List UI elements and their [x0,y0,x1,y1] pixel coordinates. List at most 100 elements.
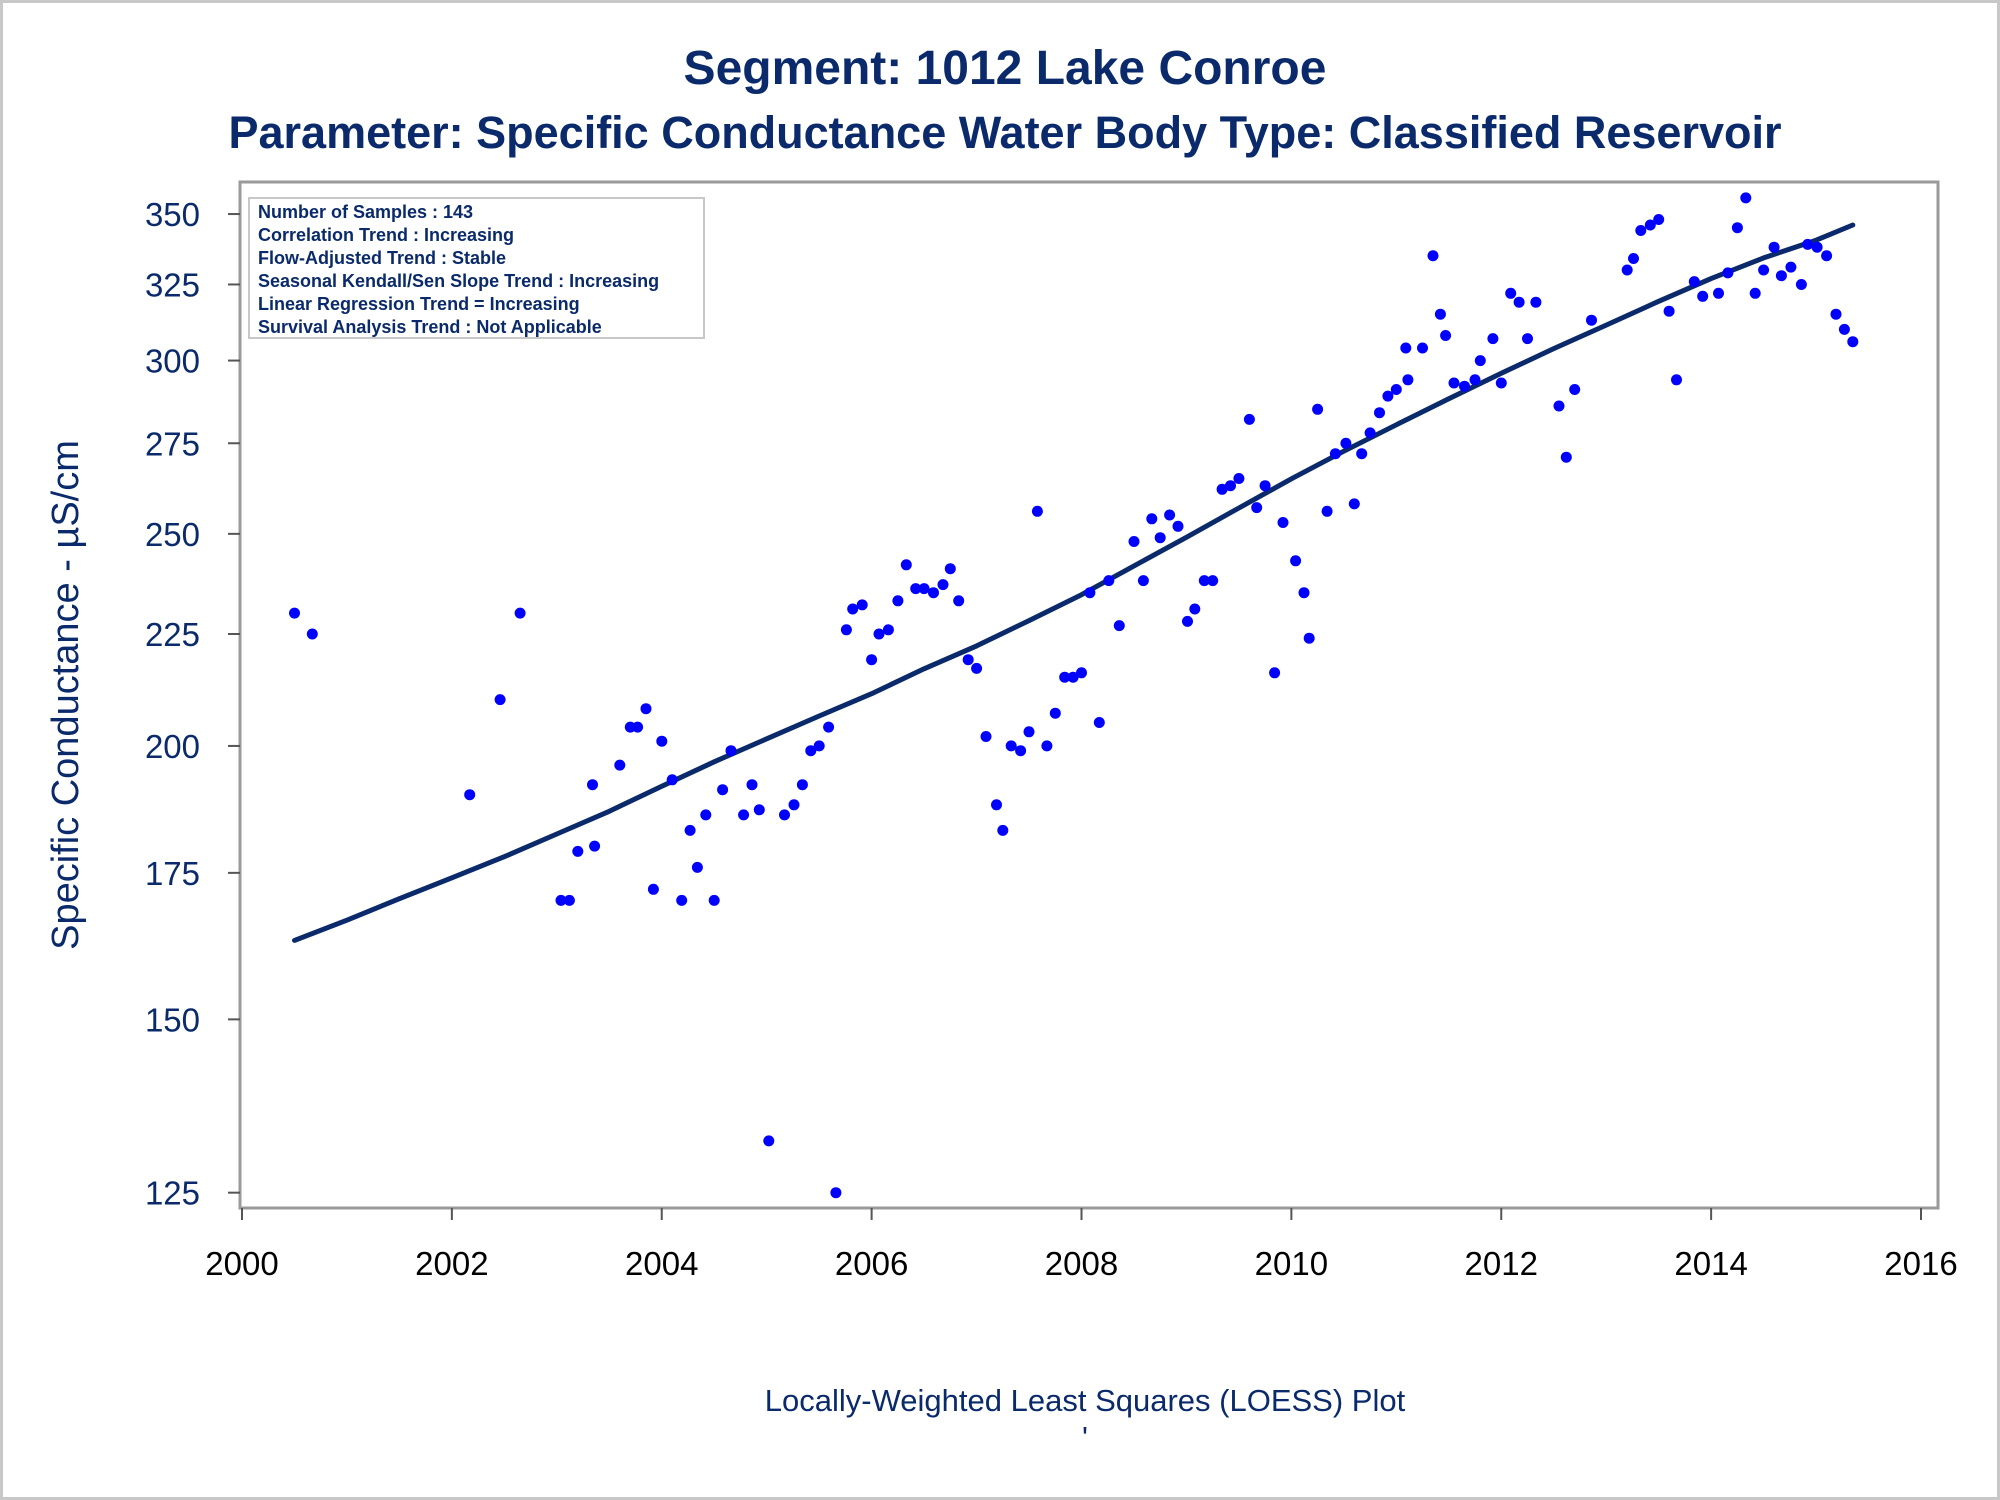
data-point [1838,323,1850,335]
x-tick-label: 2014 [1674,1245,1747,1282]
data-point [717,784,729,796]
data-point [1303,632,1315,644]
data-point [918,583,930,595]
data-point [753,804,765,816]
stats-line: Seasonal Kendall/Sen Slope Trend : Incre… [258,271,659,291]
data-point [1216,483,1228,495]
data-point [1084,587,1096,599]
data-point [1251,502,1263,514]
data-point [1560,451,1572,463]
data-point [1671,374,1682,386]
data-point [1207,575,1219,587]
y-tick-label: 250 [145,516,200,553]
x-tick-label: 2012 [1465,1245,1538,1282]
data-point [1553,400,1565,412]
data-point [1049,707,1061,719]
data-point [1758,264,1770,276]
data-point [944,563,956,575]
data-point [1722,267,1734,279]
data-point [1505,287,1517,299]
data-point [1740,192,1752,204]
data-point [823,721,835,733]
data-point [1830,308,1842,320]
data-point [1775,270,1787,282]
data-point [1448,377,1460,389]
plot-area [238,180,1940,1210]
data-point [1469,374,1481,386]
data-point [962,654,974,666]
data-point [997,824,1009,836]
data-point [1015,745,1027,757]
data-point [1290,555,1302,567]
data-point [830,1187,842,1199]
data-point [708,894,720,906]
data-point [1522,333,1533,345]
data-point [1312,403,1324,415]
data-point [1434,308,1446,320]
data-point [1189,603,1201,615]
data-point [1644,219,1656,231]
chart-title: Segment: 1012 Lake Conroe [684,42,1327,95]
data-point [953,595,965,607]
loess-series [292,222,1856,943]
y-tick-label: 175 [145,855,200,892]
chart-footer-mark: ' [1082,1420,1088,1455]
data-point [1768,241,1780,253]
data-point [614,759,626,771]
data-point [910,583,922,595]
data-point [1023,726,1035,738]
data-point [1182,615,1193,627]
data-point [647,883,659,895]
data-point [464,789,476,801]
data-point [1400,342,1412,354]
data-point [1225,480,1236,492]
y-tick-label: 200 [145,728,200,765]
chart-subtitle: Parameter: Specific Conductance Water Bo… [229,107,1782,158]
data-point [1474,355,1486,367]
x-tick-label: 2010 [1255,1245,1328,1282]
data-point [1530,296,1542,308]
y-tick-label: 350 [145,196,200,233]
y-axis: 125 150 175 200 225 250 275 300 325 350 [145,196,240,1212]
stats-line: Survival Analysis Trend : Not Applicable [258,317,602,337]
data-point [1277,517,1289,528]
stats-box: Number of Samples : 143 Correlation Trend… [248,197,705,339]
data-point [971,662,983,674]
data-point [813,740,825,752]
data-point [676,894,688,906]
stats-line: Linear Regression Trend = Increasing [258,294,580,314]
y-tick-label: 225 [145,616,200,653]
data-point [700,809,712,821]
data-point [1688,276,1700,288]
data-point [1847,336,1859,348]
data-point [882,624,894,636]
data-point [1440,330,1452,341]
data-point [1621,264,1633,276]
data-point [1427,250,1439,262]
data-point [1259,480,1271,492]
data-point [738,809,750,821]
data-point [866,654,878,666]
data-point [1402,374,1414,386]
data-point [1364,427,1376,439]
data-point [1374,407,1385,419]
data-point [1586,314,1597,326]
x-tick-label: 2002 [415,1245,488,1282]
data-point [589,840,601,852]
x-tick-label: 2008 [1045,1245,1118,1282]
data-point [1031,505,1043,517]
x-axis: 2000 2002 2004 2006 2008 2010 2012 2014 2016 [205,1208,1958,1282]
data-point [1821,250,1833,262]
data-point [937,579,949,591]
data-point [1513,296,1525,308]
data-point [1298,587,1310,599]
data-point [1628,253,1639,264]
data-point [873,628,885,640]
data-point [494,694,506,706]
data-point [1164,509,1176,521]
data-point [1795,279,1807,290]
sample-points-series [289,192,1859,1199]
data-point [1811,241,1823,253]
data-point [856,599,868,611]
